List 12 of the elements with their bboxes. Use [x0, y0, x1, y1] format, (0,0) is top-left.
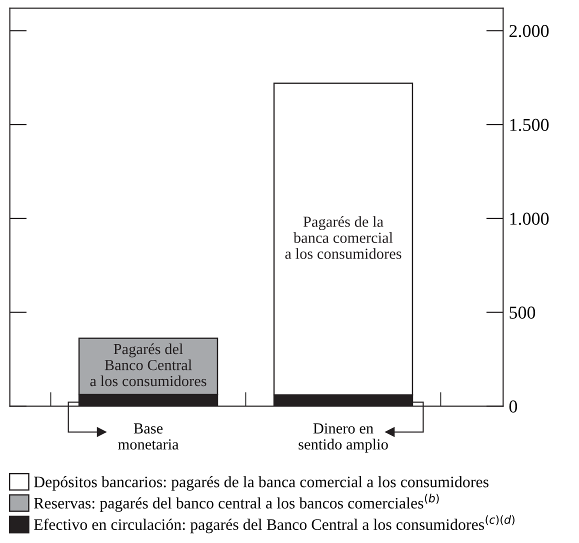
y-tick-label: 1.500: [510, 118, 549, 132]
annotation: Pagarés de la banca comercial a los consumidores: [285, 216, 402, 259]
y-tick-label: 2.000: [510, 24, 549, 38]
legend-label: Depósitos bancarios: pagarés de la banca comercial a los consumidores: [34, 476, 488, 491]
y-tick-label: 500: [510, 306, 536, 319]
y-tick-label: 1.000: [510, 212, 549, 225]
legend-label: Reservas: pagarés del banco central a los bancos comerciales$^{(b)}$: [34, 494, 439, 512]
annotation: Pagarés del Banco Central a los consumidores: [90, 343, 206, 386]
legend-label: Efectivo en circulación: pagarés del Banco Central a los consumidores$^{(c)(d)}$: [34, 515, 514, 534]
x-tick-label: Dinero en sentido amplio: [298, 423, 388, 453]
y-tick-label: 0: [509, 400, 518, 413]
x-tick-label: Base monetaria: [118, 423, 179, 450]
